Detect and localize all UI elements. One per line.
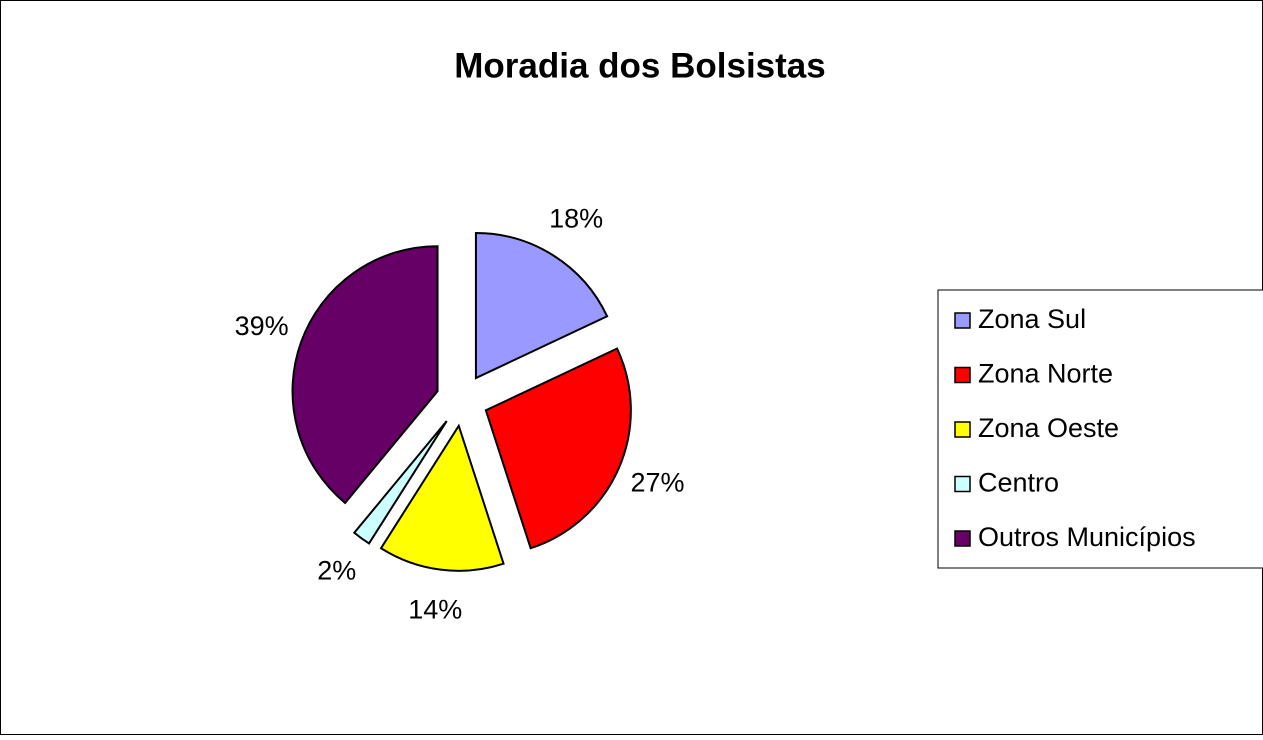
data-label: 27% [630,468,684,498]
data-label: 18% [549,203,603,233]
data-label: 2% [317,555,356,585]
legend-swatch [954,312,971,329]
pie-slice [484,347,632,550]
legend-box [937,289,1263,569]
legend-swatch [954,530,971,547]
pie-slice [352,420,448,545]
legend-swatch [954,421,971,438]
data-label: 14% [408,594,462,624]
legend-label: Outros Municípios [978,522,1196,552]
legend-label: Zona Sul [978,304,1086,334]
legend-swatch [954,475,971,493]
legend-label: Zona Oeste [978,413,1119,443]
chart-title: Moradia dos Bolsistas [454,46,825,85]
pie-slice [379,423,505,572]
pie-slice [291,245,439,505]
pie-slice [474,232,609,380]
data-label: 39% [235,311,289,341]
legend-swatch [954,366,971,384]
legend-label: Centro [978,468,1059,498]
legend-label: Zona Norte [978,359,1113,389]
